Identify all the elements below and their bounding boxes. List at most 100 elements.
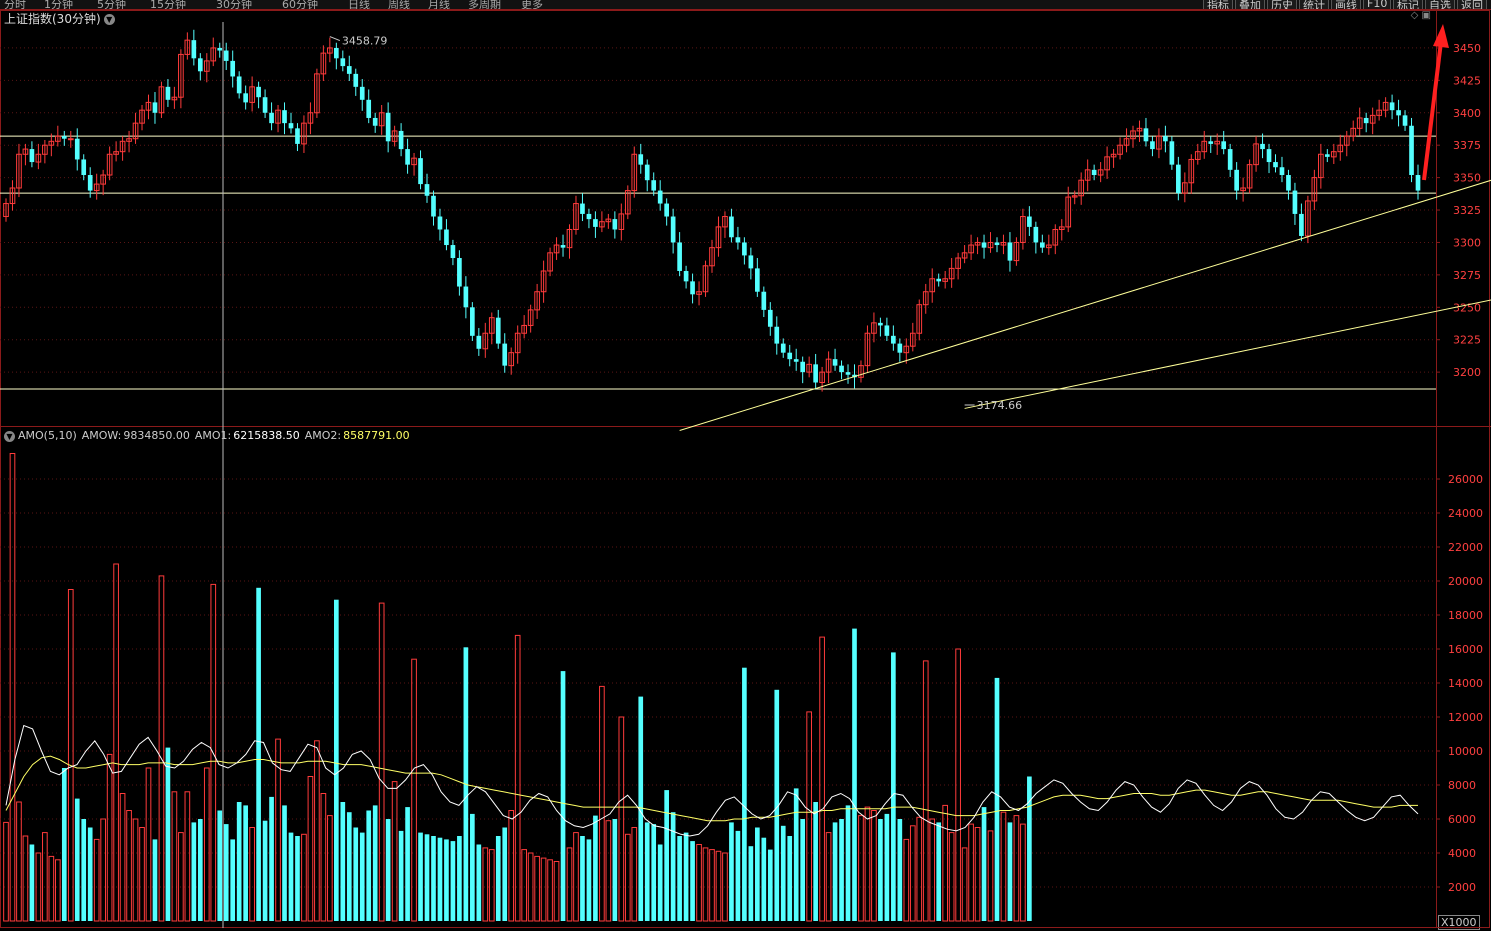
volume-bar-55 [359, 832, 365, 921]
amo-indicator-name[interactable]: AMO(5,10) [18, 429, 77, 442]
candle-body-63 [411, 157, 417, 166]
candle-body-82 [534, 291, 540, 311]
candle-body-9 [61, 136, 67, 139]
candle-body-73 [476, 335, 482, 349]
candle-body-138 [897, 343, 903, 353]
maximize-icon[interactable]: ▣ [1421, 10, 1431, 21]
volume-bar-73 [476, 844, 482, 921]
toolbar-button-2[interactable]: 历史 [1267, 0, 1297, 9]
candle-body-141 [916, 304, 923, 334]
candle-body-185 [1201, 140, 1208, 153]
price-tick-label-7: 3375 [1453, 139, 1481, 152]
candle-body-142 [922, 291, 929, 306]
volume-bar-40 [262, 820, 268, 921]
toolbar-button-6[interactable]: 标记 [1393, 0, 1423, 9]
volume-bar-68 [444, 839, 449, 921]
candle-body-199 [1292, 190, 1298, 214]
candle-body-147 [955, 257, 961, 269]
volume-bar-118 [767, 849, 773, 921]
toolbar-button-1[interactable]: 叠加 [1235, 0, 1265, 9]
toolbar-button-0[interactable]: 指标 [1203, 0, 1233, 9]
volume-bar-21 [139, 827, 145, 922]
period-tab-9[interactable]: 多周期 [468, 0, 501, 10]
volume-bar-94 [612, 819, 618, 921]
candle-body-178 [1156, 135, 1162, 150]
candle-body-151 [981, 242, 987, 248]
toolbar-button-8[interactable]: 返回 [1457, 0, 1487, 9]
volume-bar-25 [165, 747, 171, 921]
indicator-dropdown-icon[interactable]: ▼ [4, 430, 15, 442]
candle-body-1 [9, 187, 16, 205]
candle-body-169 [1097, 169, 1104, 176]
candle-body-205 [1330, 151, 1337, 158]
candle-body-80 [521, 324, 527, 334]
period-tab-4[interactable]: 30分钟 [216, 0, 252, 10]
candle-body-7 [48, 140, 55, 146]
volume-bar-44 [288, 832, 294, 921]
volume-bar-34 [223, 824, 229, 921]
volume-bar-156 [1013, 815, 1020, 922]
period-tab-8[interactable]: 月线 [428, 0, 450, 10]
extreme-label-0: 3458.79 [342, 35, 388, 48]
period-tab-0[interactable]: 分时 [4, 0, 26, 10]
candle-body-88 [573, 203, 579, 230]
candle-body-47 [307, 112, 314, 124]
candle-body-161 [1045, 244, 1052, 249]
candle-body-35 [230, 60, 236, 77]
candle-body-64 [418, 158, 423, 185]
price-tick-label-2: 3250 [1453, 301, 1481, 314]
toolbar-button-4[interactable]: 画线 [1331, 0, 1361, 9]
volume-bar-135 [878, 819, 883, 921]
period-tab-6[interactable]: 日线 [348, 0, 370, 10]
candle-body-89 [580, 203, 585, 214]
volume-bar-138 [897, 819, 903, 921]
volume-bar-72 [470, 813, 475, 921]
volume-bar-95 [618, 716, 625, 922]
volume-bar-126 [819, 636, 825, 922]
volume-bar-78 [508, 810, 515, 922]
price-tick-label-6: 3350 [1453, 172, 1481, 185]
period-tab-2[interactable]: 5分钟 [97, 0, 126, 10]
volume-bar-50 [327, 815, 333, 922]
candle-body-216 [1402, 115, 1408, 126]
volume-bar-137 [891, 652, 896, 921]
candle-body-168 [1091, 169, 1097, 176]
volume-bar-19 [126, 810, 132, 922]
candle-body-81 [527, 309, 534, 326]
volume-bar-27 [178, 832, 184, 922]
period-tab-7[interactable]: 周线 [388, 0, 410, 10]
period-tab-10[interactable]: 更多 [521, 0, 543, 10]
candle-body-68 [444, 229, 449, 246]
price-tick-label-3: 3275 [1453, 269, 1481, 282]
diamond-icon[interactable]: ◇ [1410, 10, 1419, 21]
volume-bar-144 [936, 822, 942, 921]
candle-body-200 [1299, 213, 1304, 236]
candle-body-3 [22, 148, 29, 155]
toolbar-button-7[interactable]: 自选 [1425, 0, 1455, 9]
volume-bar-87 [566, 847, 573, 922]
volume-bar-140 [909, 825, 916, 922]
volume-bar-146 [948, 832, 955, 922]
period-tab-3[interactable]: 15分钟 [150, 0, 186, 10]
candle-body-165 [1071, 195, 1078, 198]
volume-bar-123 [800, 819, 806, 921]
amo2-line [5, 755, 1418, 822]
candle-body-114 [742, 242, 747, 256]
candle-body-156 [1013, 241, 1020, 262]
amo1-value: 6215838.50 [233, 429, 300, 442]
candle-body-204 [1324, 154, 1330, 157]
volume-bar-120 [780, 825, 786, 921]
candle-body-8 [54, 135, 61, 142]
period-tab-5[interactable]: 60分钟 [282, 0, 318, 10]
volume-bar-70 [457, 836, 462, 921]
title-dropdown-icon[interactable]: ▼ [103, 14, 115, 25]
candle-body-125 [813, 364, 818, 383]
period-tab-1[interactable]: 1分钟 [44, 0, 73, 10]
volume-bar-101 [657, 844, 663, 921]
volume-bar-155 [1007, 822, 1013, 921]
candle-body-115 [748, 255, 754, 269]
toolbar-button-3[interactable]: 统计 [1299, 0, 1329, 9]
volume-bar-37 [243, 805, 248, 921]
toolbar-button-5[interactable]: F10 [1363, 0, 1392, 9]
